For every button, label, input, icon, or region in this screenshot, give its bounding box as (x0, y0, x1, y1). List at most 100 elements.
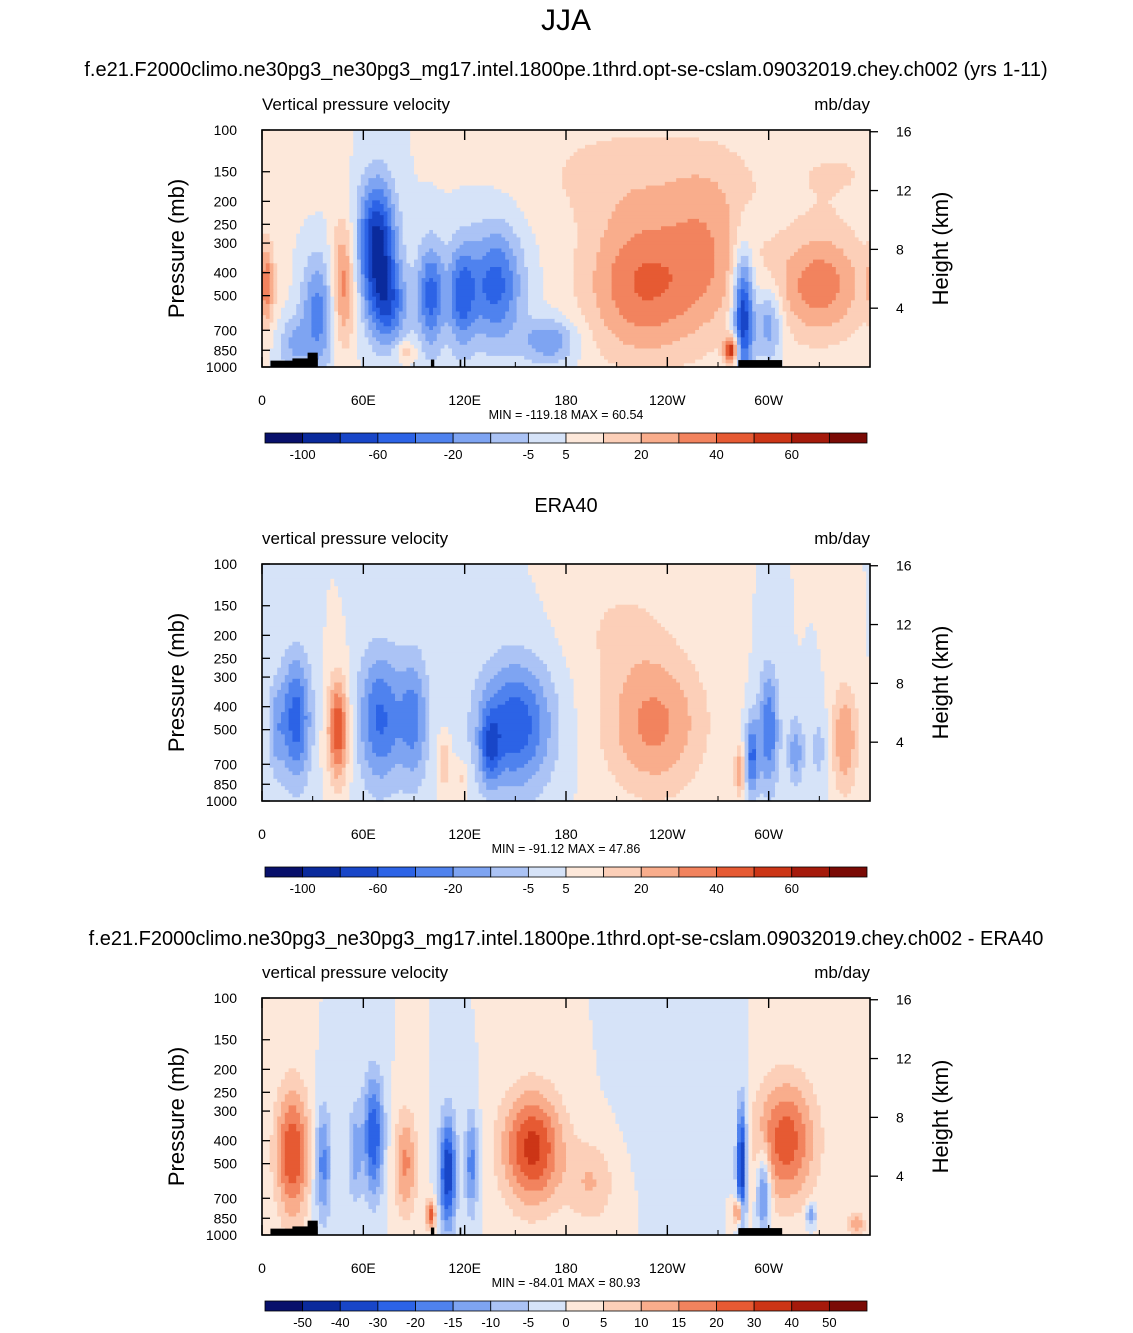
heatmap-cell (528, 704, 540, 710)
heatmap-cell (349, 1135, 354, 1140)
heatmap-cell (273, 704, 286, 710)
heatmap-cell (516, 296, 529, 301)
heatmap-cell (307, 682, 312, 687)
heatmap-cell (368, 1105, 381, 1110)
heatmap-cell (349, 200, 358, 205)
heatmap-cell (668, 730, 689, 735)
heatmap-cell (687, 333, 734, 338)
heatmap-cell (330, 300, 335, 305)
colorbar-swatch (640, 432, 680, 444)
heatmap-cell (395, 274, 400, 279)
heatmap-cell (391, 745, 411, 750)
heatmap-cell (288, 752, 301, 758)
heatmap-cell (794, 311, 848, 316)
heatmap-cell (417, 355, 426, 361)
heatmap-cell (322, 274, 328, 279)
heatmap-cell (322, 775, 331, 780)
heatmap-cell (782, 296, 787, 301)
heatmap-cell (843, 315, 871, 320)
heatmap-cell (748, 663, 765, 669)
heatmap-cell (767, 267, 787, 272)
heatmap-cell (357, 738, 362, 743)
heatmap-cell (277, 289, 290, 294)
heatmap-cell (303, 1079, 316, 1084)
heatmap-cell (600, 686, 624, 691)
heatmap-cell (326, 763, 331, 769)
heatmap-cell (604, 355, 704, 361)
heatmap-cell (596, 300, 616, 305)
heatmap-cell (547, 1097, 563, 1103)
heatmap-cell (778, 701, 825, 706)
heatmap-cell (421, 693, 430, 698)
heatmap-cell (778, 760, 787, 765)
heatmap-cell (383, 1105, 392, 1110)
heatmap-cell (262, 300, 267, 305)
heatmap-cell (767, 697, 772, 702)
heatmap-cell (539, 704, 548, 710)
heatmap-cell (824, 745, 829, 750)
heatmap-cell (824, 1127, 871, 1132)
heatmap-cell (763, 697, 768, 702)
x-tick-label: 60W (754, 392, 784, 408)
heatmap-cell (482, 278, 506, 283)
heatmap-cell (322, 634, 347, 639)
heatmap-cell (345, 756, 350, 761)
heatmap-cell (433, 341, 461, 346)
heatmap-cell (699, 767, 734, 772)
heatmap-cell (467, 797, 487, 802)
heatmap-cell (493, 693, 537, 698)
heatmap-cell (425, 771, 438, 776)
heatmap-cell (740, 760, 746, 765)
heatmap-cell (740, 1135, 746, 1140)
heatmap-cell (387, 244, 392, 250)
heatmap-cell (501, 1097, 518, 1103)
heatmap-cell (535, 1072, 597, 1077)
heatmap-cell (615, 1120, 738, 1125)
heatmap-cell (501, 771, 537, 776)
heatmap-cell (376, 1112, 381, 1118)
heatmap-cell (547, 615, 605, 621)
heatmap-cell (357, 752, 366, 758)
heatmap-cell (273, 712, 282, 717)
heatmap-cell (455, 322, 472, 327)
colorbar-label: 40 (709, 881, 723, 896)
heatmap-cell (797, 278, 841, 283)
heatmap-cell (417, 333, 426, 338)
heatmap-cell (273, 285, 278, 290)
heatmap-cell (391, 322, 400, 327)
heatmap-cell (292, 278, 305, 283)
heatmap-cell (794, 604, 867, 610)
heatmap-cell (383, 159, 415, 164)
heatmap-cell (486, 730, 499, 735)
heatmap-cell (334, 267, 339, 272)
heatmap-cell (615, 207, 730, 213)
colorbar-label: 20 (634, 881, 648, 896)
heatmap-cell (866, 638, 871, 643)
heatmap-cell (364, 1105, 369, 1110)
heatmap-cell (269, 311, 274, 316)
heatmap-cell (847, 163, 871, 168)
heatmap-cell (820, 767, 829, 772)
heatmap-cell (668, 712, 689, 717)
heatmap-cell (300, 1094, 309, 1099)
heatmap-cell (471, 756, 480, 761)
heatmap-cell (828, 767, 833, 772)
heatmap-cell (558, 734, 578, 739)
heatmap-cell (683, 786, 738, 791)
heatmap-cell (778, 678, 825, 684)
heatmap-cell (558, 329, 571, 335)
heatmap-cell (725, 289, 730, 294)
heatmap-cell (322, 315, 328, 320)
heatmap-cell (835, 771, 844, 776)
heatmap-cell (425, 763, 438, 769)
heatmap-cell (341, 789, 350, 795)
heatmap-cell (326, 767, 335, 772)
heatmap-cell (528, 267, 544, 272)
heatmap-cell (440, 329, 453, 335)
heatmap-cell (794, 1123, 806, 1129)
heatmap-cell (520, 207, 575, 213)
heatmap-cell (801, 726, 818, 732)
heatmap-cell (284, 786, 305, 791)
heatmap-cell (273, 311, 282, 316)
heatmap-cell (474, 1012, 590, 1018)
